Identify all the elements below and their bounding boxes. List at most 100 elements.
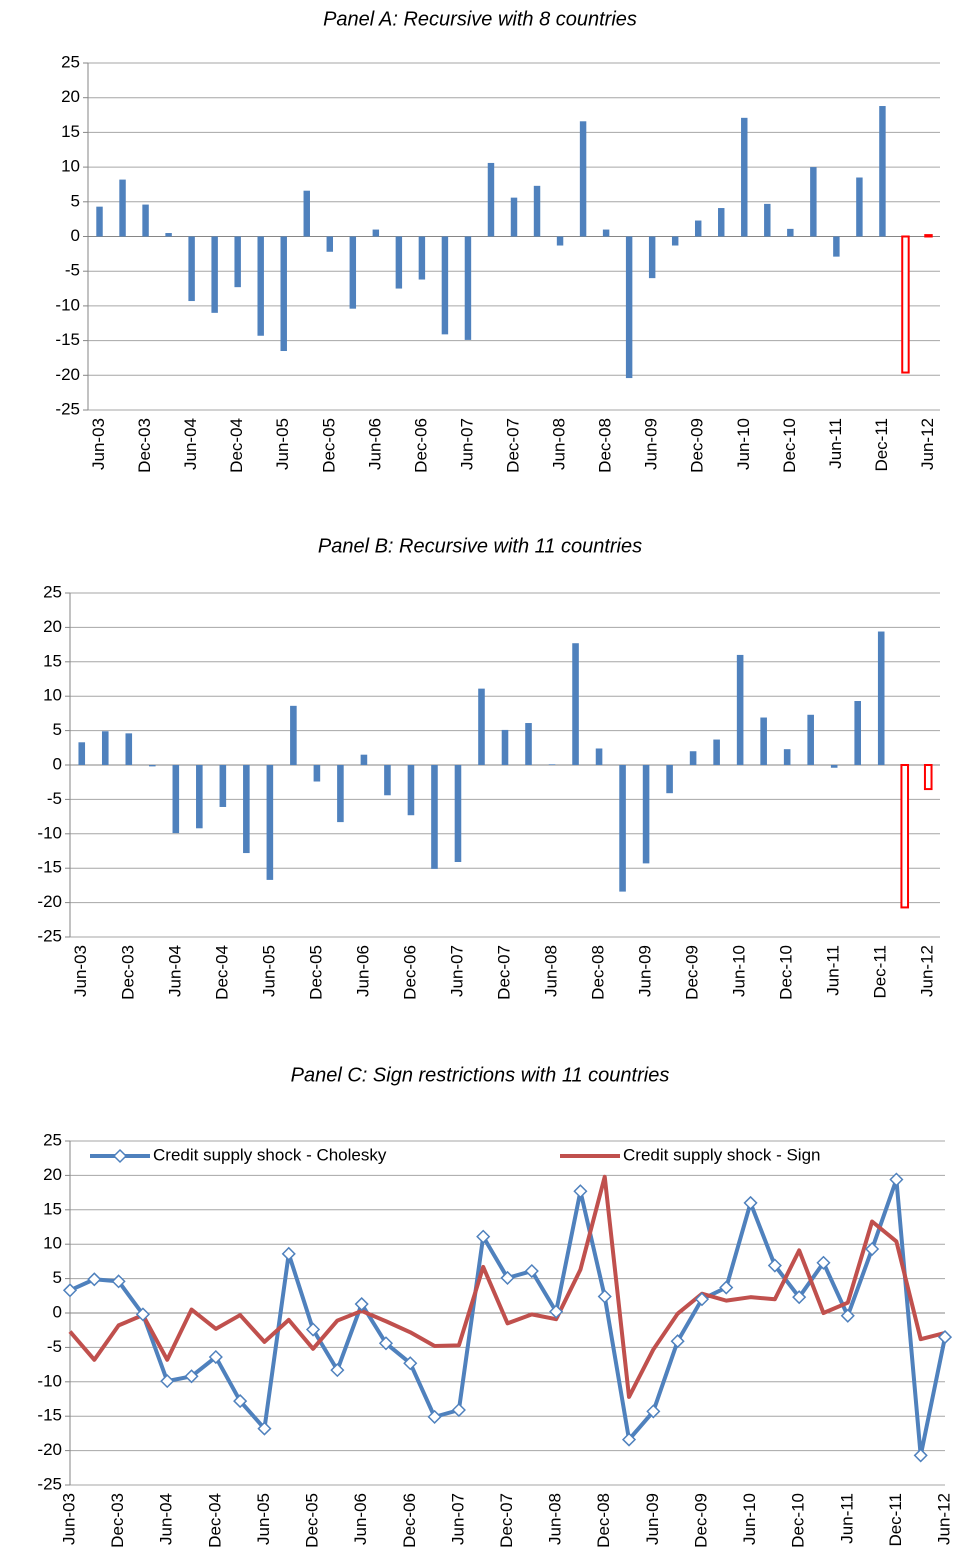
marker (257, 1421, 272, 1436)
bar (78, 742, 86, 765)
bar (642, 765, 650, 864)
marker (719, 1280, 734, 1295)
bar (510, 197, 518, 237)
x-tick-label: Jun-05 (254, 1493, 273, 1545)
marker (524, 1263, 539, 1279)
y-tick-label: 25 (61, 52, 80, 71)
marker (670, 1334, 685, 1349)
marker (305, 1322, 321, 1337)
bar (579, 121, 587, 237)
x-tick-label: Dec-11 (886, 1493, 905, 1547)
bar (877, 631, 885, 765)
bar (648, 236, 656, 279)
bar (303, 190, 310, 237)
bar (96, 206, 103, 237)
bar (900, 764, 910, 909)
y-tick-label: -5 (65, 261, 80, 280)
marker (597, 1289, 612, 1304)
bar (602, 229, 610, 237)
bar (234, 236, 241, 288)
x-tick-label: Jun-06 (353, 945, 372, 997)
x-tick-label: Jun-06 (351, 1493, 370, 1545)
y-tick-label: 25 (43, 582, 62, 601)
bar (783, 749, 791, 765)
x-tick-label: Jun-11 (826, 418, 845, 469)
bar (142, 204, 149, 237)
marker (330, 1363, 345, 1378)
bar (119, 179, 126, 237)
bar (337, 765, 344, 823)
x-tick-label: Dec-09 (683, 945, 702, 1000)
y-tick-label: -20 (55, 365, 80, 384)
y-tick-label: -15 (37, 858, 62, 877)
x-tick-label: Dec-08 (594, 1493, 613, 1548)
bar (290, 705, 297, 765)
x-tick-label: Jun-10 (734, 418, 753, 470)
bar (810, 167, 817, 237)
x-tick-label: Dec-08 (589, 945, 608, 1000)
x-tick-label: Dec-11 (872, 418, 891, 472)
bar (807, 714, 814, 765)
bar (595, 748, 603, 765)
bar (441, 236, 449, 335)
marker (451, 1402, 466, 1418)
bar (666, 765, 673, 794)
marker (403, 1356, 418, 1371)
bar (787, 228, 794, 237)
bar (395, 236, 403, 289)
y-tick-label: 0 (53, 1302, 62, 1321)
bar (418, 236, 426, 280)
bar (464, 236, 472, 340)
marker (767, 1258, 782, 1273)
x-tick-label: Dec-07 (497, 1493, 516, 1548)
bar (326, 236, 334, 252)
x-tick-label: Dec-05 (303, 1493, 322, 1548)
bar (548, 764, 556, 765)
marker (233, 1393, 248, 1409)
x-tick-label: Dec-10 (780, 418, 799, 473)
y-tick-label: 15 (61, 122, 80, 141)
x-tick-label: Dec-10 (777, 945, 796, 1000)
bar (718, 208, 725, 237)
x-tick-label: Jun-04 (181, 418, 200, 470)
bar (313, 765, 321, 782)
y-tick-label: 0 (71, 226, 80, 245)
bar (487, 162, 495, 237)
marker (573, 1184, 588, 1199)
x-tick-label: Jun-05 (259, 945, 278, 997)
bar (525, 723, 532, 765)
marker (743, 1195, 758, 1210)
bar (556, 236, 564, 246)
y-tick-label: -25 (55, 399, 80, 418)
bar (360, 754, 368, 765)
x-tick-label: Jun-10 (730, 945, 749, 997)
x-tick-label: Jun-05 (273, 418, 292, 470)
x-tick-label: Jun-09 (643, 1493, 662, 1545)
x-tick-label: Dec-08 (596, 418, 615, 473)
x-tick-label: Jun-04 (157, 1493, 176, 1545)
bar (196, 765, 203, 829)
marker (62, 1283, 78, 1298)
x-tick-label: Dec-09 (688, 418, 707, 473)
x-tick-label: Jun-08 (546, 1493, 565, 1545)
bar (879, 106, 886, 237)
marker (111, 1274, 126, 1289)
marker (281, 1246, 296, 1261)
y-tick-label: -5 (47, 1337, 62, 1356)
y-tick-label: 20 (43, 1165, 62, 1184)
x-tick-label: Dec-03 (108, 1493, 127, 1548)
bar (165, 233, 172, 237)
y-tick-label: 0 (53, 754, 62, 773)
marker (500, 1270, 515, 1285)
bar (760, 717, 767, 765)
bar (901, 235, 910, 374)
y-tick-label: 15 (43, 651, 62, 670)
y-tick-label: -10 (37, 1371, 62, 1390)
legend-label: Credit supply shock - Sign (623, 1145, 820, 1164)
x-tick-label: Jun-07 (448, 1493, 467, 1545)
x-tick-label: Dec-04 (205, 1493, 224, 1548)
y-tick-label: -10 (37, 823, 62, 842)
marker (354, 1296, 369, 1312)
x-tick-label: Dec-05 (319, 418, 338, 473)
x-tick-label: Jun-08 (550, 418, 569, 470)
